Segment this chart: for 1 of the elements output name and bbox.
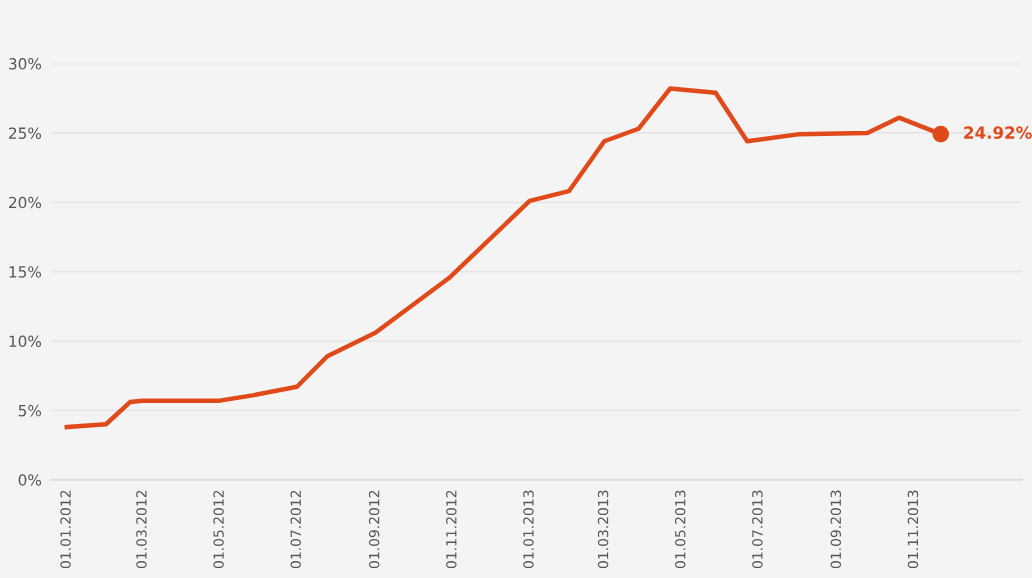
annotation: 24.92% xyxy=(964,126,1032,139)
